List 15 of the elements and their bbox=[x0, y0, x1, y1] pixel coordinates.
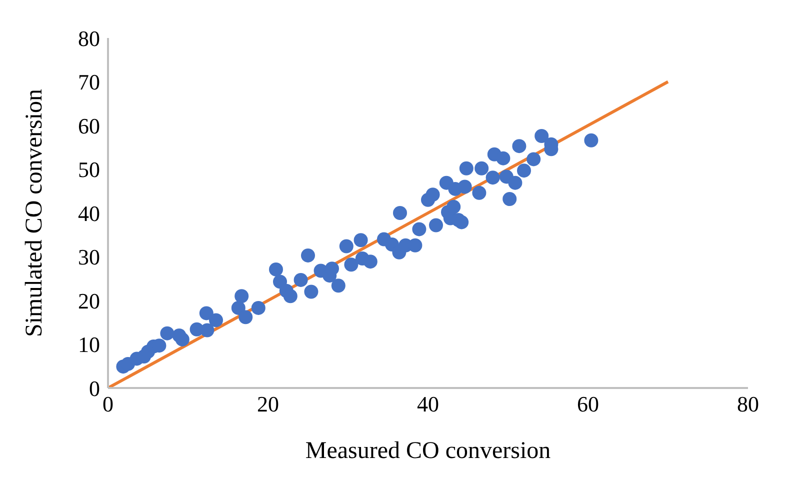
y-tick-label: 20 bbox=[78, 288, 100, 314]
y-tick-label: 0 bbox=[89, 376, 100, 401]
x-tick-label: 20 bbox=[257, 392, 279, 417]
y-tick-label: 80 bbox=[78, 26, 100, 51]
x-tick-label: 80 bbox=[737, 392, 759, 417]
y-tick-label: 50 bbox=[78, 157, 100, 182]
y-tick-label: 60 bbox=[78, 113, 100, 138]
x-tick-label: 40 bbox=[417, 392, 439, 417]
y-tick-label: 70 bbox=[78, 70, 100, 95]
y-tick-label: 10 bbox=[78, 332, 100, 358]
x-axis-title: Measured CO conversion bbox=[305, 438, 551, 464]
y-axis-title: Simulated CO conversion bbox=[22, 89, 48, 337]
y-tick-label: 30 bbox=[78, 244, 100, 270]
y-tick-label: 40 bbox=[78, 200, 100, 226]
x-tick-label: 60 bbox=[577, 392, 599, 417]
